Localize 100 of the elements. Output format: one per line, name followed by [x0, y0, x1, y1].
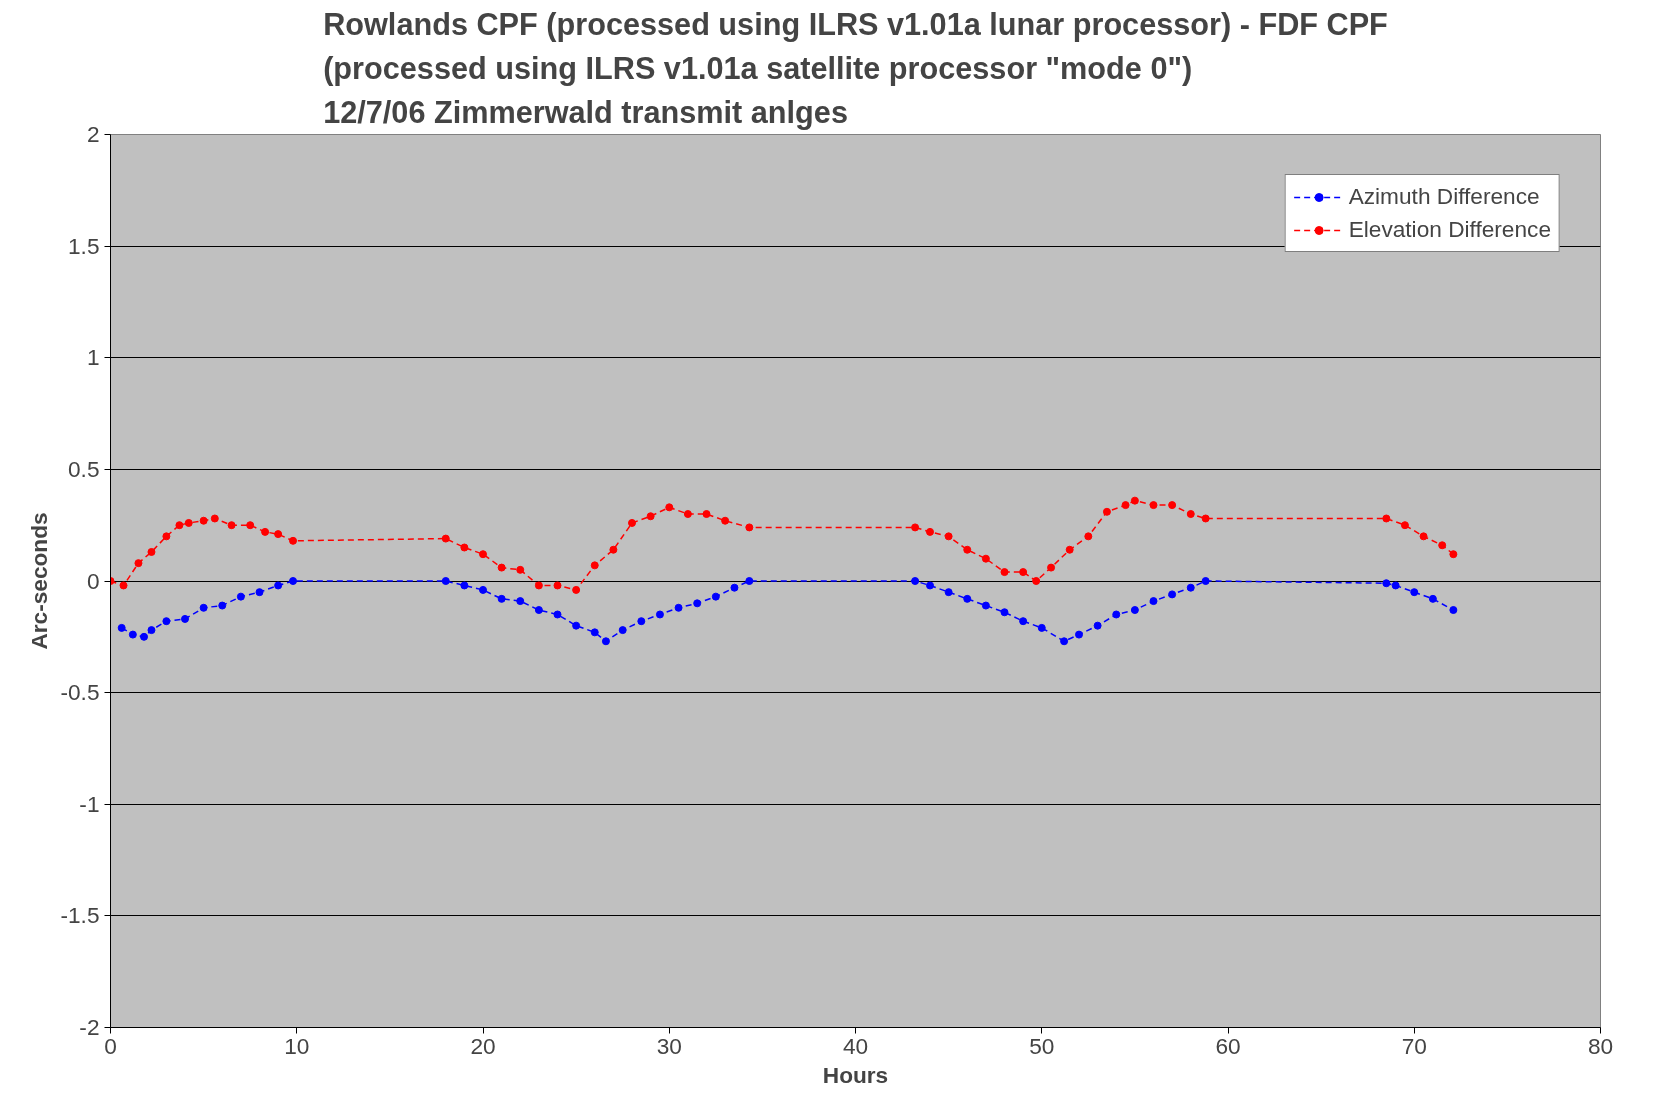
legend-label: Elevation Difference — [1348, 216, 1551, 243]
point — [1000, 568, 1009, 577]
point — [1428, 594, 1437, 603]
point — [1201, 514, 1210, 523]
point — [572, 585, 581, 594]
point — [1186, 583, 1195, 592]
point — [1093, 621, 1102, 630]
y-tick-label: 1 — [86, 344, 100, 371]
point — [199, 516, 208, 525]
point — [1149, 597, 1158, 606]
point — [162, 617, 171, 626]
legend-label: Azimuth Difference — [1348, 183, 1540, 210]
x-tick-label: 70 — [1401, 1032, 1427, 1059]
point — [1065, 545, 1074, 554]
point — [1084, 532, 1093, 541]
point — [181, 614, 189, 623]
point — [981, 601, 990, 610]
point — [134, 559, 143, 568]
point — [1168, 590, 1177, 599]
point — [745, 523, 754, 532]
point — [1419, 532, 1428, 541]
y-tick-label: 1.5 — [68, 232, 100, 259]
point — [590, 561, 599, 570]
point — [236, 592, 245, 601]
x-tick-label: 20 — [470, 1032, 496, 1059]
point — [441, 534, 450, 543]
point — [553, 610, 562, 619]
point — [1047, 563, 1056, 572]
point — [479, 550, 487, 559]
point — [1410, 588, 1419, 597]
point — [119, 581, 128, 590]
point — [1112, 610, 1121, 619]
point — [944, 588, 953, 597]
y-tick-label: 2 — [86, 121, 100, 147]
point — [534, 581, 543, 590]
point — [745, 577, 754, 585]
x-tick-label: 40 — [842, 1032, 869, 1059]
point — [721, 516, 730, 525]
point — [730, 583, 739, 592]
point — [516, 597, 525, 606]
point — [1130, 606, 1139, 615]
point — [655, 610, 664, 619]
point — [261, 527, 270, 536]
point — [711, 592, 720, 601]
x-tick-label: 30 — [656, 1032, 682, 1059]
point — [1060, 637, 1069, 646]
point — [618, 626, 627, 635]
point — [911, 523, 920, 532]
y-tick-label: 0.5 — [68, 455, 100, 482]
point — [1168, 501, 1177, 510]
point — [911, 577, 920, 585]
point — [1130, 496, 1139, 505]
point — [926, 581, 934, 590]
point — [1449, 606, 1458, 615]
point — [683, 510, 692, 519]
point — [665, 503, 674, 512]
point — [199, 603, 208, 612]
point — [147, 626, 156, 635]
point — [1382, 514, 1391, 523]
point — [1186, 510, 1195, 519]
point — [117, 623, 126, 632]
point — [460, 581, 469, 590]
point — [1075, 630, 1083, 639]
point — [140, 632, 149, 641]
point — [1019, 568, 1028, 577]
point — [553, 581, 562, 590]
point — [128, 630, 137, 639]
point — [184, 518, 193, 527]
point — [534, 606, 543, 615]
x-axis-title: Hours — [822, 1061, 889, 1088]
point — [963, 545, 972, 554]
point — [441, 577, 450, 585]
point — [609, 545, 618, 554]
x-tick-label: 0 — [104, 1032, 117, 1059]
point — [1382, 579, 1391, 588]
point — [497, 594, 506, 603]
point — [981, 554, 990, 563]
point — [516, 565, 525, 574]
point — [590, 628, 599, 637]
point — [1037, 623, 1046, 632]
point — [218, 601, 227, 610]
point — [1391, 581, 1400, 590]
point — [246, 521, 255, 530]
x-tick-label: 80 — [1587, 1032, 1614, 1059]
y-tick-label: -1.5 — [60, 902, 100, 929]
y-axis-title: Arc-seconds — [26, 512, 53, 650]
point — [147, 547, 156, 556]
point — [674, 603, 683, 612]
point — [1149, 501, 1158, 510]
point — [926, 527, 934, 536]
y-tick-label: 0 — [86, 567, 100, 594]
y-tick-label: -2 — [79, 1014, 100, 1040]
point — [1032, 577, 1041, 585]
point — [601, 637, 610, 646]
point — [289, 577, 298, 585]
point — [1438, 541, 1447, 550]
point — [255, 588, 264, 597]
point — [1201, 577, 1210, 585]
x-tick-label: 10 — [284, 1032, 310, 1059]
x-tick-label: 50 — [1029, 1032, 1055, 1059]
